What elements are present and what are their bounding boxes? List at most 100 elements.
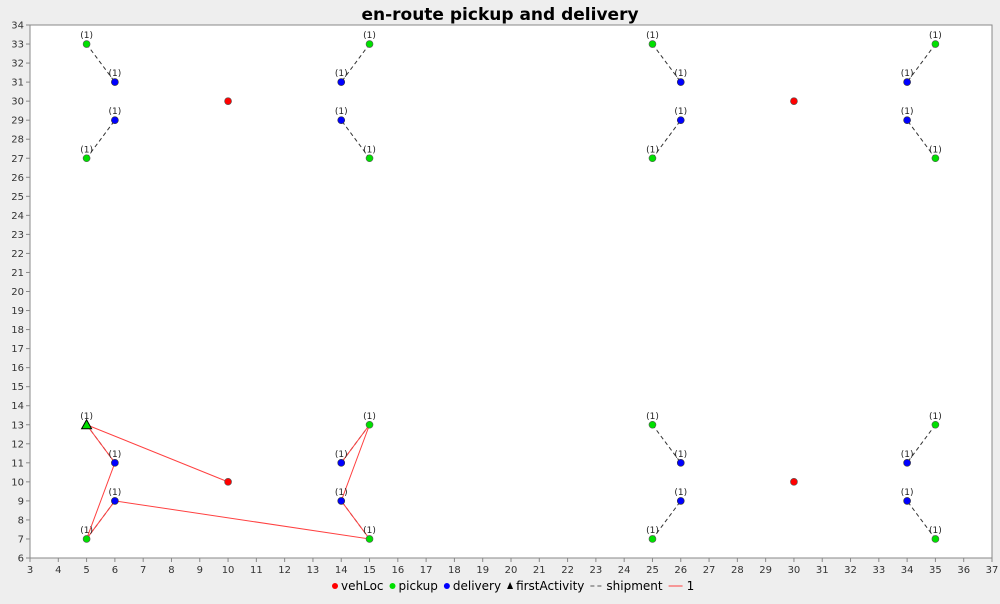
delivery-point	[337, 497, 346, 505]
y-tick-label: 23	[11, 230, 24, 241]
y-tick-label: 6	[18, 554, 24, 565]
y-tick-label: 18	[11, 325, 24, 336]
markers	[80, 40, 940, 543]
point-label: (1)	[929, 412, 942, 422]
point-label: (1)	[335, 488, 348, 498]
x-tick-label: 7	[140, 565, 146, 576]
x-tick-label: 21	[533, 565, 546, 576]
delivery-point	[337, 459, 346, 467]
x-tick-label: 35	[929, 565, 942, 576]
y-tick-label: 33	[11, 40, 24, 51]
legend-label: pickup	[399, 579, 438, 593]
legend-label: vehLoc	[341, 579, 384, 593]
shipment-line	[652, 424, 682, 464]
y-tick-label: 27	[11, 154, 24, 165]
point-label: (1)	[80, 412, 93, 422]
y-tick-label: 14	[11, 401, 24, 412]
y-tick-label: 32	[11, 59, 24, 70]
legend-label: firstActivity	[516, 579, 584, 593]
legend-marker	[507, 582, 514, 589]
x-tick-label: 17	[420, 565, 433, 576]
x-tick-label: 10	[222, 565, 235, 576]
y-tick-label: 24	[11, 211, 24, 222]
point-label: (1)	[109, 107, 122, 117]
delivery-point	[111, 116, 119, 124]
x-tick-label: 5	[83, 565, 89, 576]
shipment-line	[652, 119, 682, 159]
x-tick-label: 19	[476, 565, 489, 576]
shipment-line	[906, 424, 936, 464]
delivery-point	[903, 459, 911, 467]
y-tick-label: 31	[11, 78, 24, 89]
shipment-line	[340, 119, 370, 159]
pickup-point	[931, 40, 940, 48]
y-tick-label: 12	[11, 439, 24, 450]
legend: vehLoc pickup delivery firstActivity shipmen…	[332, 579, 694, 593]
x-tick-label: 18	[448, 565, 461, 576]
x-tick-label: 14	[335, 565, 348, 576]
x-tick-label: 33	[872, 565, 885, 576]
point-label: (1)	[335, 69, 348, 79]
point-label: (1)	[109, 69, 122, 79]
delivery-point	[903, 116, 911, 124]
y-tick-label: 17	[11, 344, 24, 355]
point-label: (1)	[901, 488, 914, 498]
pickup-point	[82, 154, 91, 163]
x-tick-label: 22	[561, 565, 574, 576]
point-label: (1)	[674, 450, 687, 460]
point-label: (1)	[335, 450, 348, 460]
pickup-point	[365, 40, 374, 48]
x-tick-label: 30	[788, 565, 801, 576]
point-label: (1)	[335, 107, 348, 117]
pickup-point	[365, 535, 374, 543]
delivery-point	[676, 116, 685, 124]
legend-marker	[332, 583, 338, 589]
y-tick-label: 8	[18, 515, 24, 526]
pickup-point	[931, 535, 940, 543]
x-tick-label: 12	[278, 565, 291, 576]
y-tick-label: 34	[11, 21, 24, 32]
pickup-point	[648, 40, 657, 48]
first-activity-marker	[80, 418, 93, 430]
pickup-point	[365, 154, 374, 163]
point-label: (1)	[80, 145, 93, 155]
y-tick-label: 28	[11, 135, 24, 146]
point-label: (1)	[674, 488, 687, 498]
y-tick-label: 11	[11, 458, 24, 469]
point-label: (1)	[363, 412, 376, 422]
point-label: (1)	[646, 412, 659, 422]
delivery-point	[111, 78, 119, 86]
legend-marker	[443, 583, 450, 589]
delivery-point	[903, 497, 911, 505]
shipment-line	[652, 43, 682, 83]
x-tick-label: 16	[391, 565, 404, 576]
x-tick-label: 34	[901, 565, 914, 576]
x-tick-label: 23	[590, 565, 603, 576]
point-label: (1)	[363, 526, 376, 536]
delivery-point	[111, 459, 119, 467]
shipment-line	[906, 43, 936, 83]
delivery-point	[337, 116, 346, 124]
point-labels: (1) (1) (1) (1) (1) (1) (1) (1) (1) (1) (1) (1) (1) (…	[80, 31, 942, 536]
x-tick-label: 9	[197, 565, 203, 576]
point-label: (1)	[646, 526, 659, 536]
x-tick-label: 36	[957, 565, 970, 576]
x-tick-label: 27	[703, 565, 716, 576]
vehicle-location-point	[224, 97, 232, 105]
legend-label: delivery	[453, 579, 501, 593]
legend-marker	[389, 583, 396, 589]
point-label: (1)	[901, 69, 914, 79]
x-tick-label: 26	[674, 565, 687, 576]
shipment-line	[86, 43, 116, 83]
x-tick-label: 24	[618, 565, 631, 576]
pickup-point	[82, 40, 91, 48]
shipment-line	[86, 119, 116, 159]
y-tick-label: 9	[18, 496, 24, 507]
point-label: (1)	[109, 450, 122, 460]
point-label: (1)	[674, 69, 687, 79]
y-tick-label: 30	[11, 97, 24, 108]
x-tick-label: 3	[27, 565, 33, 576]
shipment-line	[906, 500, 936, 540]
pickup-point	[82, 535, 91, 543]
